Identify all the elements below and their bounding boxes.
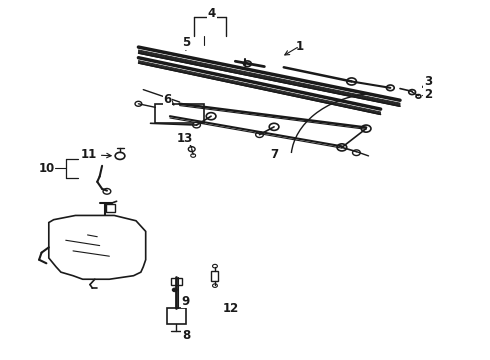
Text: 5: 5 [182, 36, 190, 49]
Circle shape [172, 288, 177, 292]
Text: 9: 9 [182, 295, 190, 308]
Text: 10: 10 [38, 162, 54, 175]
Circle shape [135, 101, 142, 106]
Text: 11: 11 [81, 148, 97, 161]
Polygon shape [49, 215, 146, 279]
Text: 2: 2 [424, 89, 432, 102]
Text: 7: 7 [270, 148, 278, 161]
Circle shape [416, 95, 421, 98]
Text: 13: 13 [176, 132, 193, 145]
Circle shape [115, 152, 125, 159]
Bar [106, 204, 115, 212]
Circle shape [337, 144, 347, 151]
Circle shape [256, 132, 264, 138]
Text: 6: 6 [163, 93, 172, 106]
Text: 3: 3 [424, 75, 432, 88]
Circle shape [103, 189, 111, 194]
Circle shape [409, 90, 416, 95]
Text: 1: 1 [295, 40, 303, 53]
Bar [211, 271, 219, 281]
Circle shape [213, 264, 218, 268]
Circle shape [193, 122, 200, 128]
Circle shape [188, 147, 195, 152]
Text: 4: 4 [208, 7, 216, 20]
Bar [155, 104, 204, 123]
Text: 12: 12 [222, 302, 239, 315]
Circle shape [79, 229, 96, 241]
Circle shape [269, 123, 279, 130]
Circle shape [206, 113, 216, 120]
Circle shape [213, 284, 218, 287]
Circle shape [244, 61, 251, 67]
Bar [172, 278, 182, 284]
Circle shape [347, 78, 356, 85]
Text: 8: 8 [182, 329, 190, 342]
Circle shape [191, 154, 196, 157]
Circle shape [387, 85, 394, 91]
Circle shape [361, 125, 371, 132]
Circle shape [352, 150, 360, 156]
Bar [167, 307, 186, 324]
